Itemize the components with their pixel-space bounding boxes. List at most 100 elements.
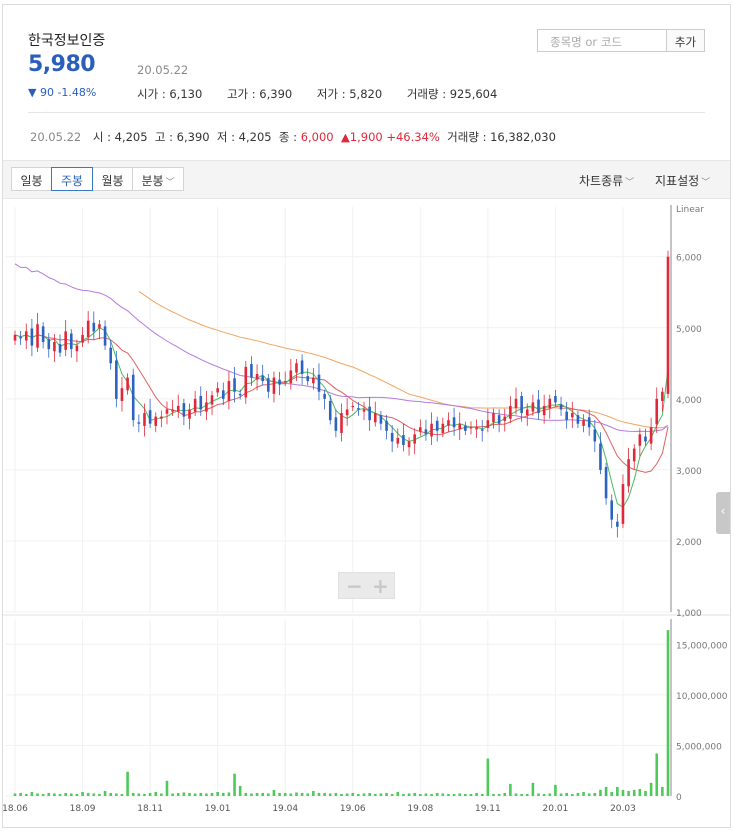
candle-body	[576, 415, 580, 424]
candle-body	[554, 396, 557, 403]
volume-bar	[47, 792, 51, 796]
volume-bar	[430, 793, 433, 796]
candle-body	[441, 423, 445, 433]
tab-minute[interactable]: 분봉 ﹀	[132, 167, 184, 191]
candle-body	[109, 347, 112, 364]
candle-body	[655, 398, 659, 425]
candle-body	[396, 437, 400, 444]
volume-bar	[176, 792, 180, 796]
volume-bar	[233, 773, 236, 796]
candle-body	[267, 378, 270, 392]
candle-body	[171, 409, 174, 412]
volume-bar	[261, 792, 264, 796]
volume-bar	[638, 788, 642, 796]
price-tick-label: 6,000	[676, 254, 702, 264]
candle-body	[357, 408, 360, 410]
x-tick-label: 19.04	[272, 804, 298, 814]
volume-bar	[593, 792, 597, 796]
summary-high: 고 : 6,390	[154, 130, 210, 144]
candle-body	[75, 345, 79, 352]
candle-body	[379, 415, 383, 424]
candle-body	[402, 435, 405, 446]
candle-body	[283, 381, 287, 383]
volume-bar	[295, 792, 298, 796]
chart-type-dropdown[interactable]: 차트종류 ﹀	[579, 172, 634, 189]
chevron-down-icon: ﹀	[625, 178, 635, 188]
volume-bar	[250, 793, 253, 796]
volume-bar	[458, 793, 462, 796]
chevron-left-icon[interactable]: ‹	[716, 492, 730, 534]
volume-tick-label: 15,000,000	[676, 641, 728, 651]
volume-bar	[340, 793, 343, 796]
x-tick-label: 18.11	[137, 804, 163, 814]
candle-body	[182, 403, 186, 417]
candle-body	[424, 429, 428, 435]
volume-bar	[424, 793, 428, 796]
volume-bar	[126, 771, 129, 796]
volume-bar	[345, 793, 349, 796]
volume-bar	[205, 793, 208, 796]
current-price: 5,980	[28, 52, 96, 77]
candle-body	[278, 379, 281, 385]
volume-bar	[334, 792, 338, 796]
volume-bar	[131, 792, 135, 796]
candle-body	[542, 405, 546, 416]
summary-date: 20.05.22	[30, 130, 82, 144]
candle-body	[593, 429, 597, 442]
candle-body	[98, 324, 101, 329]
candle-body	[407, 441, 411, 448]
candle-body	[413, 434, 416, 444]
volume-bar	[58, 793, 62, 796]
zoom-out-button[interactable]: −	[346, 574, 363, 598]
tab-weekly[interactable]: 주봉	[51, 167, 93, 191]
volume-bar	[559, 793, 563, 796]
volume-bar	[531, 782, 535, 796]
volume-bar	[143, 793, 146, 796]
candle-body	[289, 370, 293, 384]
volume-bar	[255, 792, 259, 796]
zoom-in-button[interactable]: +	[372, 574, 389, 598]
candle-body	[221, 390, 225, 399]
volume-bar	[323, 792, 326, 796]
volume-bar	[53, 793, 56, 796]
chevron-down-icon: ﹀	[701, 178, 711, 188]
volume-bar	[475, 792, 478, 796]
volume-bar	[328, 793, 332, 796]
candle-body	[582, 420, 585, 426]
candle-body	[261, 376, 264, 382]
volume-bar	[115, 793, 118, 796]
candle-body	[452, 417, 456, 428]
candle-body	[565, 411, 568, 421]
volume-bar	[36, 793, 39, 796]
volume-bar	[289, 793, 293, 796]
add-stock-button[interactable]: 추가	[667, 29, 705, 52]
summary-volume: 거래량 : 16,382,030	[447, 130, 556, 144]
candle-body	[604, 467, 608, 499]
candle-body	[616, 521, 619, 527]
candle-body	[447, 420, 450, 426]
candle-body	[300, 360, 304, 374]
scale-label: Linear	[676, 205, 704, 215]
volume-bar	[520, 793, 523, 796]
candle-body	[36, 324, 39, 348]
tab-daily[interactable]: 일봉	[11, 167, 52, 191]
candle-body	[464, 425, 467, 431]
stock-search-input[interactable]: 종목명 or 코드	[537, 29, 667, 52]
volume-bar	[396, 791, 400, 796]
candle-body	[362, 409, 366, 412]
quote-date: 20.05.22	[137, 63, 189, 77]
volume-bar	[216, 791, 219, 796]
indicator-settings-dropdown[interactable]: 지표설정 ﹀	[655, 172, 710, 189]
candle-body	[497, 415, 501, 424]
candle-body	[205, 402, 208, 412]
volume-tick-label: 0	[676, 793, 682, 803]
volume-bar	[599, 789, 602, 796]
candle-body	[86, 320, 90, 338]
volume-bar	[137, 793, 141, 796]
volume-bar	[621, 789, 625, 796]
candle-body	[475, 427, 478, 430]
volume-bar	[661, 786, 664, 796]
candle-body	[250, 364, 253, 378]
quote-stats: 시가 : 6,130 고가 : 6,390 저가 : 5,820 거래량 : 9…	[137, 86, 518, 102]
